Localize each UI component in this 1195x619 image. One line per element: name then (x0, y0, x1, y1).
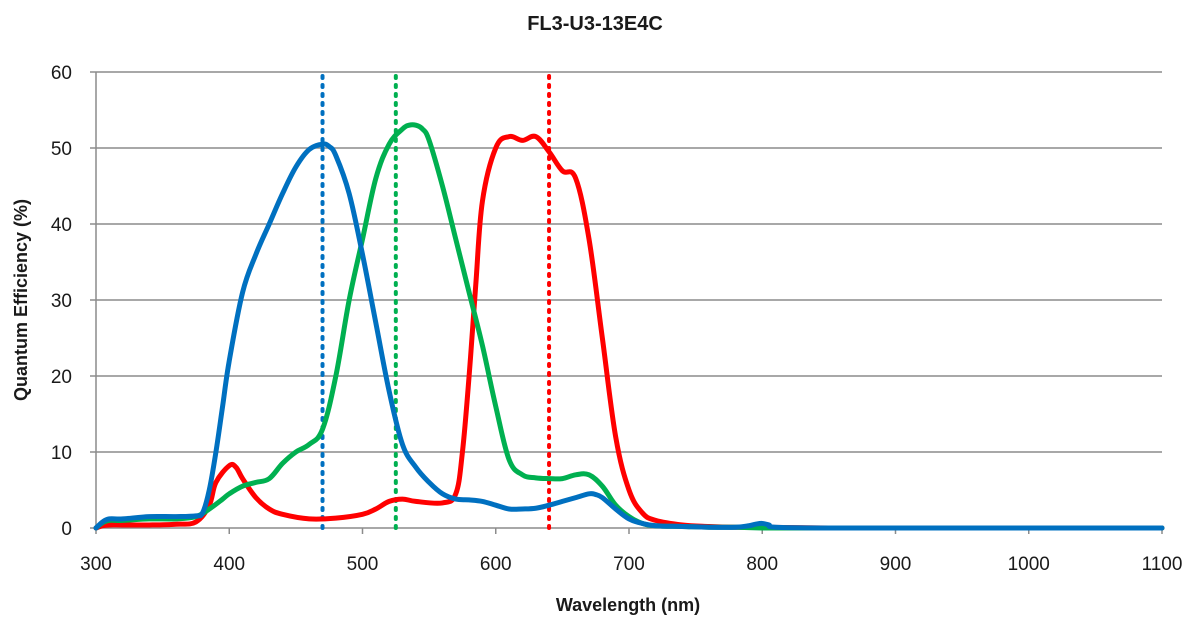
green-series-line (93, 122, 1165, 531)
chart-title: FL3-U3-13E4C (527, 13, 663, 35)
x-tick-label: 800 (746, 554, 778, 575)
red-series-line (93, 133, 1165, 531)
y-tick-label: 60 (51, 63, 72, 84)
series-lines (93, 122, 1165, 531)
x-tick-label: 400 (213, 554, 245, 575)
reference-lines (320, 74, 552, 530)
y-tick-label: 30 (51, 291, 72, 312)
x-tick-label: 700 (613, 554, 645, 575)
x-axis-ticks: 300 400 500 600 700 800 900 1000 1100 (80, 528, 1182, 575)
x-tick-label: 1100 (1142, 554, 1183, 575)
y-tick-label: 40 (51, 215, 72, 236)
y-tick-label: 10 (51, 443, 72, 464)
x-tick-label: 500 (347, 554, 379, 575)
x-tick-label: 300 (80, 554, 112, 575)
x-tick-label: 1000 (1008, 554, 1050, 575)
y-axis-label: Quantum Efficiency (%) (11, 199, 31, 401)
x-tick-label: 900 (880, 554, 912, 575)
y-tick-label: 0 (61, 519, 72, 540)
x-tick-label: 600 (480, 554, 512, 575)
y-axis-ticks: 0 10 20 30 40 50 60 (51, 63, 96, 540)
x-axis-label: Wavelength (nm) (556, 595, 700, 615)
gridlines (95, 71, 1162, 529)
y-tick-label: 20 (51, 367, 72, 388)
blue-series-line (93, 141, 1165, 531)
y-tick-label: 50 (51, 139, 72, 160)
